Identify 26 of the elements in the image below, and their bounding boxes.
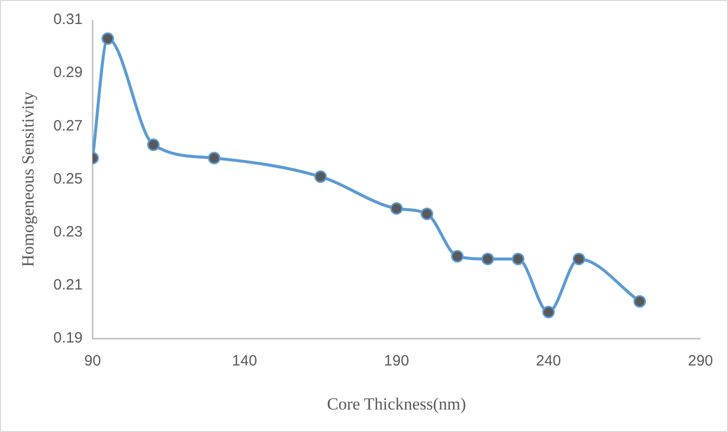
point [208, 152, 220, 164]
point [572, 252, 586, 266]
point [420, 208, 434, 220]
point [481, 252, 494, 266]
y-tick-label: 0.29 [53, 64, 83, 82]
point [451, 250, 464, 263]
y-tick-label: 0.21 [53, 276, 83, 294]
point [512, 252, 524, 266]
x-tick-label: 290 [688, 352, 713, 370]
point [542, 306, 555, 318]
point [147, 138, 160, 152]
y-tick-label: 0.19 [53, 330, 83, 347]
x-tick-label: 240 [536, 352, 562, 370]
x-axis-title: Core Thickness(nm) [327, 394, 466, 414]
x-tick-label: 140 [232, 352, 258, 370]
point [102, 32, 114, 45]
y-tick-label: 0.31 [53, 11, 83, 28]
y-tick-label: 0.27 [53, 117, 83, 134]
y-tick-label: 0.25 [53, 170, 83, 188]
y-axis-title: Homogeneous Sensitivity [18, 91, 38, 267]
point [314, 170, 327, 183]
point [633, 295, 646, 308]
y-tick-label: 0.23 [53, 224, 83, 241]
point [390, 202, 403, 215]
x-tick-label: 90 [84, 352, 101, 370]
x-tick-label: 190 [384, 352, 410, 370]
